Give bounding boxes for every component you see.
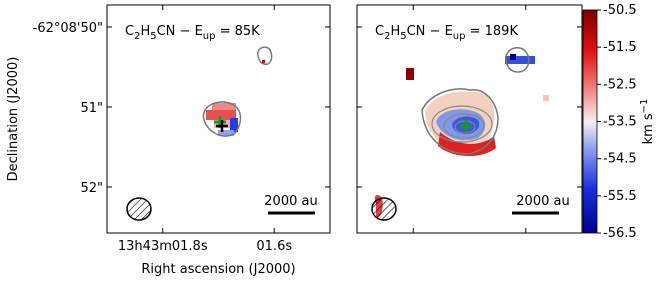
title-part: 2 xyxy=(384,31,390,42)
x-tick-label: 01.6s xyxy=(256,239,292,254)
colorbar-tick-label: -53.5 xyxy=(603,115,637,130)
plot-frame xyxy=(356,4,583,234)
colorbar-tick-label: -56.5 xyxy=(603,226,637,241)
panel-title: C2H5CN − Eup = 189K xyxy=(375,24,518,42)
plot-frame xyxy=(106,4,331,234)
scalebar-label: 2000 au xyxy=(264,194,317,209)
colorbar-label: km s−1 xyxy=(639,99,656,145)
title-part: up xyxy=(203,31,216,42)
emission-map xyxy=(126,46,315,221)
y-tick-label: 51" xyxy=(80,101,103,116)
title-part: H xyxy=(140,24,150,39)
title-part: C xyxy=(375,24,384,39)
x-tick-label: 13h43m01.8s xyxy=(118,239,208,254)
emission-map xyxy=(371,47,559,221)
title-part: = 189K xyxy=(465,24,518,39)
title-part: = 85K xyxy=(215,24,260,39)
colorbar xyxy=(582,9,598,234)
colorbar-tick-label: -55.5 xyxy=(603,189,637,204)
colorbar-tick-label: -51.5 xyxy=(603,40,637,55)
scalebar-label: 2000 au xyxy=(516,194,569,209)
title-part: 5 xyxy=(150,31,156,42)
title-part: CN − E xyxy=(407,24,453,39)
x-axis-label: Right ascension (J2000) xyxy=(141,262,295,277)
title-part: 2 xyxy=(134,31,140,42)
label-part: km s xyxy=(641,113,656,144)
panel-title: C2H5CN − Eup = 85K xyxy=(125,24,260,42)
y-axis-label: Declination (J2000) xyxy=(6,57,21,182)
title-part: 5 xyxy=(400,31,406,42)
title-part: H xyxy=(390,24,400,39)
title-part: up xyxy=(453,31,466,42)
title-part: CN − E xyxy=(157,24,203,39)
y-tick-label: -62°08'50" xyxy=(33,21,103,36)
label-part: −1 xyxy=(639,99,650,114)
title-part: C xyxy=(125,24,134,39)
colorbar-tick-label: -50.5 xyxy=(603,3,637,18)
colorbar-tick-label: -54.5 xyxy=(603,152,637,167)
colorbar-tick-label: -52.5 xyxy=(603,77,637,92)
y-tick-label: 52" xyxy=(80,181,103,196)
